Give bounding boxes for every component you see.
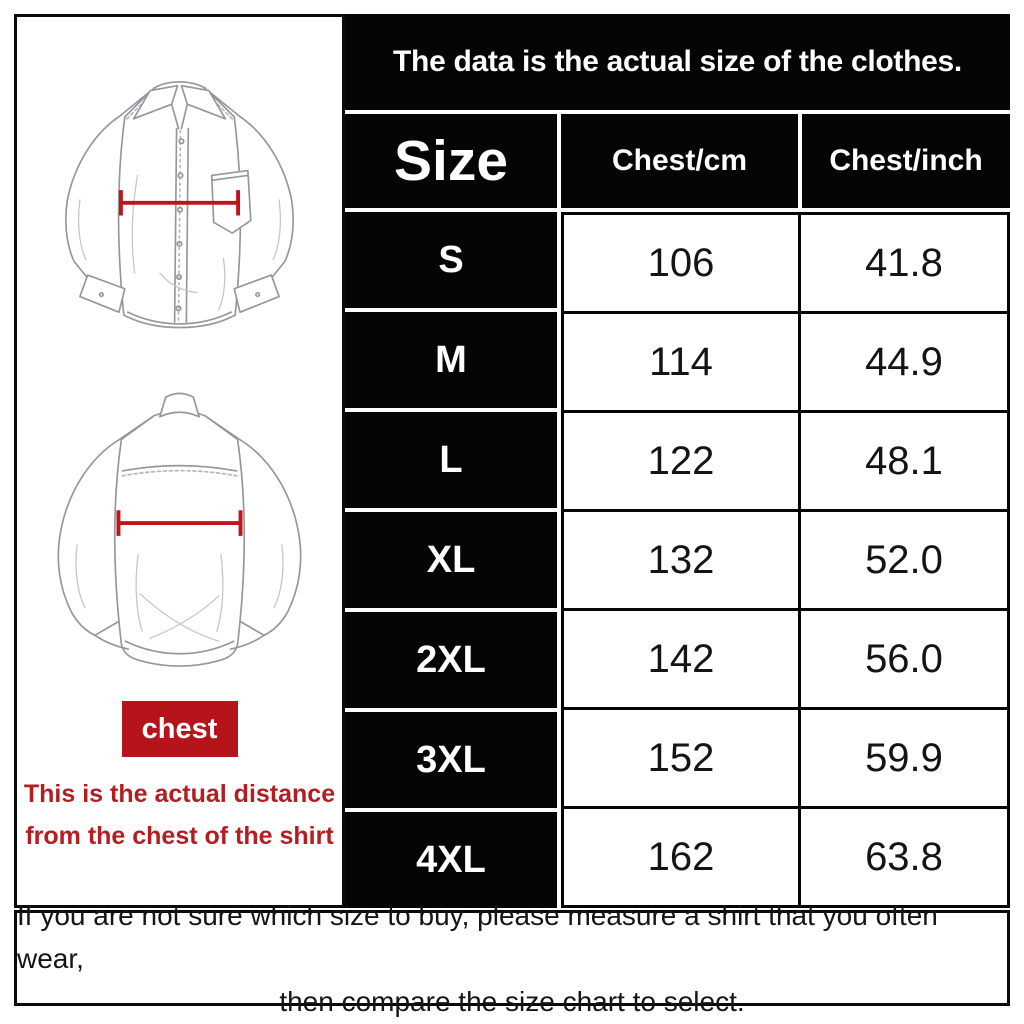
chest-inch-cell: 41.8: [801, 215, 1007, 311]
front-chest-measure-arrow: [118, 190, 241, 216]
table-title-banner: The data is the actual size of the cloth…: [345, 14, 1010, 110]
size-cell: 3XL: [345, 712, 557, 808]
chest-inch-cell: 44.9: [801, 314, 1007, 410]
size-table: The data is the actual size of the cloth…: [345, 14, 1010, 908]
column-header-chest-cm: Chest/cm: [561, 114, 798, 208]
chest-inch-cell: 52.0: [801, 512, 1007, 608]
chest-inch-cell: 48.1: [801, 413, 1007, 509]
buttons: [175, 138, 185, 312]
size-cell: S: [345, 212, 557, 308]
collar: [152, 81, 207, 90]
footer-note-line2: then compare the size chart to select.: [279, 985, 745, 1017]
back-chest-measure-arrow: [116, 510, 243, 536]
back-body: [113, 409, 246, 667]
measurement-diagram-panel: chest This is the actual distance from t…: [14, 14, 345, 908]
chest-inch-cell: 56.0: [801, 611, 1007, 707]
footer-note: If you are not sure which size to buy, p…: [14, 900, 1010, 1017]
size-label-column: S M L XL 2XL 3XL 4XL: [345, 212, 557, 908]
size-cell: M: [345, 312, 557, 408]
yoke-seam: [121, 464, 238, 472]
chest-cm-cell: 114: [564, 314, 798, 410]
chest-cm-cell: 142: [564, 611, 798, 707]
chest-inch-cell: 63.8: [801, 809, 1007, 905]
placket: [173, 127, 190, 323]
chest-cm-cell: 162: [564, 809, 798, 905]
chest-cm-cell: 152: [564, 710, 798, 806]
measurement-grid: 106 41.8 114 44.9 122 48.1 132 52.0 142 …: [561, 212, 1010, 908]
chest-inch-cell: 59.9: [801, 710, 1007, 806]
table-header-row: Size Chest/cm Chest/inch: [345, 114, 1010, 208]
table-body: S M L XL 2XL 3XL 4XL 106 41.8 114 44.9 1…: [345, 212, 1010, 908]
chest-cm-cell: 132: [564, 512, 798, 608]
size-cell: XL: [345, 512, 557, 608]
size-cell: L: [345, 412, 557, 508]
chest-cm-cell: 106: [564, 215, 798, 311]
shirt-back-illustration: [57, 392, 302, 667]
chest-label-badge: chest: [121, 701, 238, 757]
footer-note-line1: If you are not sure which size to buy, p…: [17, 899, 938, 974]
column-header-size: Size: [345, 114, 557, 208]
size-cell: 4XL: [345, 812, 557, 908]
chest-caption-line2: from the chest of the shirt: [25, 822, 334, 850]
chest-caption-line1: This is the actual distance: [23, 780, 336, 808]
chest-cm-cell: 122: [564, 413, 798, 509]
back-collar: [158, 392, 201, 418]
size-cell: 2XL: [345, 612, 557, 708]
shirt-front-illustration: [65, 81, 294, 329]
column-header-chest-inch: Chest/inch: [802, 114, 1010, 208]
